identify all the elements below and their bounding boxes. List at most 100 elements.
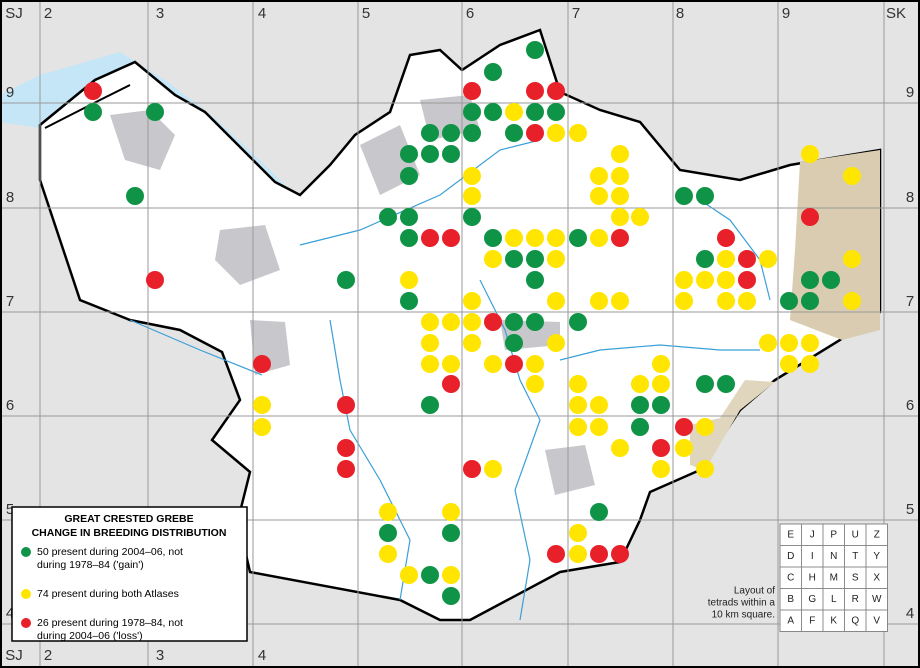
record-dot [547,334,565,352]
record-dot [421,145,439,163]
record-dot [547,82,565,100]
column-label: SJ [5,647,23,664]
legend-label: 50 present during 2004–06, not [37,546,183,558]
tetrad-letter: Y [873,551,880,562]
tetrad-letter: N [830,551,837,562]
row-label: 9 [6,84,14,101]
row-label: 8 [906,189,914,206]
record-dot [611,208,629,226]
record-dot [611,145,629,163]
record-dot [738,292,756,310]
coastline [44,84,131,129]
legend-label: 74 present during both Atlases [37,588,179,600]
record-dot [547,124,565,142]
record-dot [780,355,798,373]
record-dot [505,355,523,373]
record-dot [421,396,439,414]
record-dot [569,375,587,393]
legend-count: 26 [37,617,49,629]
record-dot [484,250,502,268]
record-dot [843,167,861,185]
record-dot [611,187,629,205]
legend-swatch [21,618,31,628]
legend-count: 74 [37,588,49,600]
record-dot [442,587,460,605]
record-dot [590,503,608,521]
record-dot [505,229,523,247]
tetrad-letter: A [787,615,794,626]
column-label: 6 [466,5,474,22]
tetrad-letter: V [873,615,880,626]
record-dot [146,103,164,121]
record-dot [569,124,587,142]
record-dot [590,396,608,414]
legend-label: 26 present during 1978–84, not [37,617,183,629]
row-label: 6 [6,397,14,414]
record-dot [759,250,777,268]
tetrad-letter: H [809,572,816,583]
column-label: 3 [156,5,164,22]
record-dot [526,271,544,289]
record-dot [379,524,397,542]
record-dot [569,313,587,331]
record-dot [801,271,819,289]
record-dot [696,418,714,436]
record-dot [442,375,460,393]
record-dot [547,545,565,563]
tetrad-caption: tetrads within a [708,598,776,609]
record-dot [652,375,670,393]
record-dot [547,103,565,121]
record-dot [590,229,608,247]
tetrad-letter: C [787,572,794,583]
record-dot [590,292,608,310]
record-dot [611,229,629,247]
record-dot [337,439,355,457]
record-dot [337,271,355,289]
tetrad-letter: W [872,594,882,605]
record-dot [569,418,587,436]
legend-title: CHANGE IN BREEDING DISTRIBUTION [32,527,227,539]
record-dot [611,292,629,310]
record-dot [400,229,418,247]
record-dot [590,418,608,436]
record-dot [400,145,418,163]
record-dot [652,396,670,414]
record-dot [526,103,544,121]
record-dot [421,124,439,142]
column-label: SJ [5,5,23,22]
record-dot [463,313,481,331]
column-label: 2 [44,647,52,664]
tetrad-letter: L [831,594,837,605]
legend-swatch [21,589,31,599]
record-dot [421,334,439,352]
record-dot [463,187,481,205]
record-dot [696,250,714,268]
record-dot [484,103,502,121]
tetrad-letter: U [852,529,859,540]
legend-title: GREAT CRESTED GREBE [64,513,193,525]
tetrad-caption: Layout of [734,586,775,597]
tetrad-letter: I [811,551,814,562]
record-dot [547,292,565,310]
legend-text: present during 1978–84, not [52,617,183,629]
record-dot [84,103,102,121]
record-dot [675,271,693,289]
row-label: 5 [906,501,914,518]
tetrad-box [779,523,888,632]
tetrad-letter: T [852,551,858,562]
record-dot [421,313,439,331]
record-dot [400,208,418,226]
column-label: 2 [44,5,52,22]
record-dot [400,167,418,185]
record-dot [717,229,735,247]
record-dot [463,103,481,121]
record-dot [526,229,544,247]
record-dot [526,82,544,100]
record-dot [717,292,735,310]
record-dot [611,439,629,457]
record-dot [611,167,629,185]
record-dot [590,545,608,563]
legend-label: during 1978–84 ('gain') [37,559,144,571]
